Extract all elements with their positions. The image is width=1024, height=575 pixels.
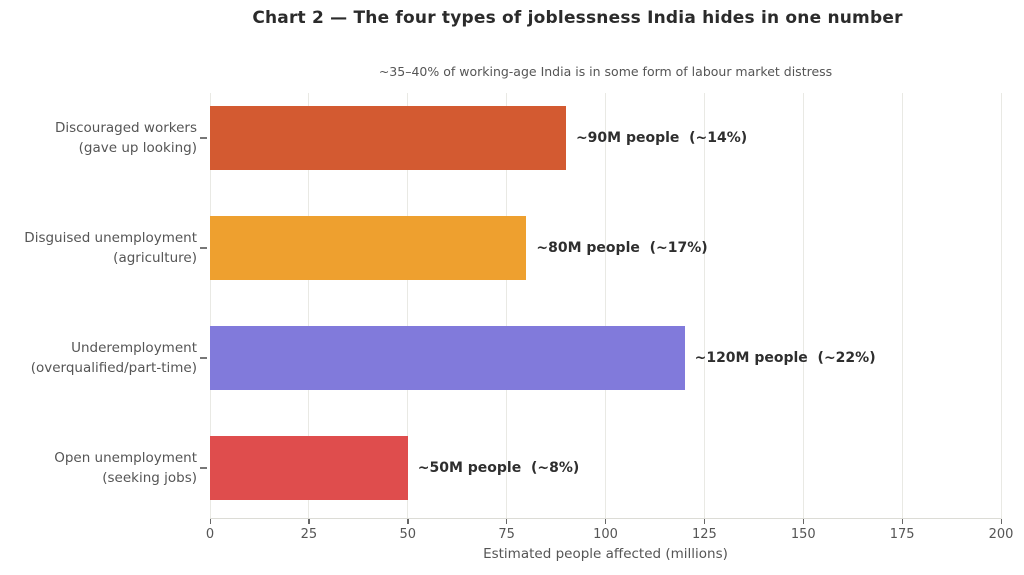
x-tick-75	[506, 519, 508, 524]
gridline-x-200	[1000, 93, 1002, 519]
x-tick-label-0: 0	[205, 527, 215, 542]
gridline-x-50	[407, 93, 409, 519]
category-label-line: (seeking jobs)	[102, 470, 197, 486]
gridline-x-0	[209, 93, 211, 519]
category-label-line: (gave up looking)	[78, 140, 197, 156]
category-label-line: Underemployment	[71, 340, 197, 356]
category-label-3: Open unemployment (seeking jobs)	[0, 448, 197, 488]
category-label-2: Underemployment (overqualified/part-time)	[0, 338, 197, 378]
x-tick-150	[802, 519, 805, 524]
y-tick-2	[200, 357, 207, 359]
x-axis-title: Estimated people affected (millions)	[483, 546, 728, 562]
y-tick-1	[200, 247, 207, 249]
plot-area: ~90M people (~14%) ~80M people (~17%) ~120…	[209, 93, 1002, 519]
x-tick-50	[407, 519, 409, 524]
y-tick-0	[200, 137, 207, 139]
gridline-x-175	[901, 93, 903, 519]
gridline-x-25	[308, 93, 310, 519]
bar-1	[210, 216, 527, 280]
category-label-line: Disguised unemployment	[24, 230, 197, 246]
x-tick-25	[308, 519, 310, 524]
x-tick-175	[901, 519, 903, 524]
x-tick-label-200: 200	[988, 527, 1014, 542]
gridline-x-100	[605, 93, 606, 519]
x-tick-label-25: 25	[300, 527, 318, 542]
gridline-x-150	[802, 93, 804, 519]
gridline-x-125	[703, 93, 705, 519]
bar-2	[210, 326, 685, 390]
x-tick-label-50: 50	[399, 527, 417, 542]
category-label-0: Discouraged workers (gave up looking)	[0, 118, 197, 158]
bar-3	[210, 436, 408, 500]
bar-value-label-1: ~80M people (~17%)	[536, 240, 708, 256]
x-tick-label-100: 100	[593, 527, 618, 542]
x-tick-label-175: 175	[889, 527, 915, 542]
category-label-line: (overqualified/part-time)	[30, 360, 197, 376]
chart-title: Chart 2 — The four types of joblessness …	[252, 8, 903, 28]
bar-value-label-3: ~50M people (~8%)	[417, 460, 580, 476]
x-tick-label-150: 150	[790, 527, 816, 542]
y-tick-3	[200, 467, 207, 469]
x-tick-label-125: 125	[691, 527, 717, 542]
x-tick-200	[1000, 519, 1002, 524]
x-tick-100	[605, 519, 607, 524]
chart-subtitle: ~35–40% of working-age India is in some …	[378, 64, 833, 79]
x-tick-0	[209, 519, 211, 524]
gridline-x-75	[506, 93, 508, 519]
category-label-1: Disguised unemployment (agriculture)	[0, 228, 197, 268]
bar-value-label-0: ~90M people (~14%)	[575, 130, 748, 146]
x-tick-label-75: 75	[498, 527, 515, 542]
bar-0	[210, 106, 566, 170]
category-label-line: Discouraged workers	[54, 120, 197, 136]
category-label-line: Open unemployment	[54, 450, 197, 466]
x-tick-125	[703, 519, 706, 524]
x-axis-line	[210, 518, 1001, 519]
category-label-line: (agriculture)	[113, 250, 197, 266]
bar-value-label-2: ~120M people (~22%)	[694, 350, 876, 366]
